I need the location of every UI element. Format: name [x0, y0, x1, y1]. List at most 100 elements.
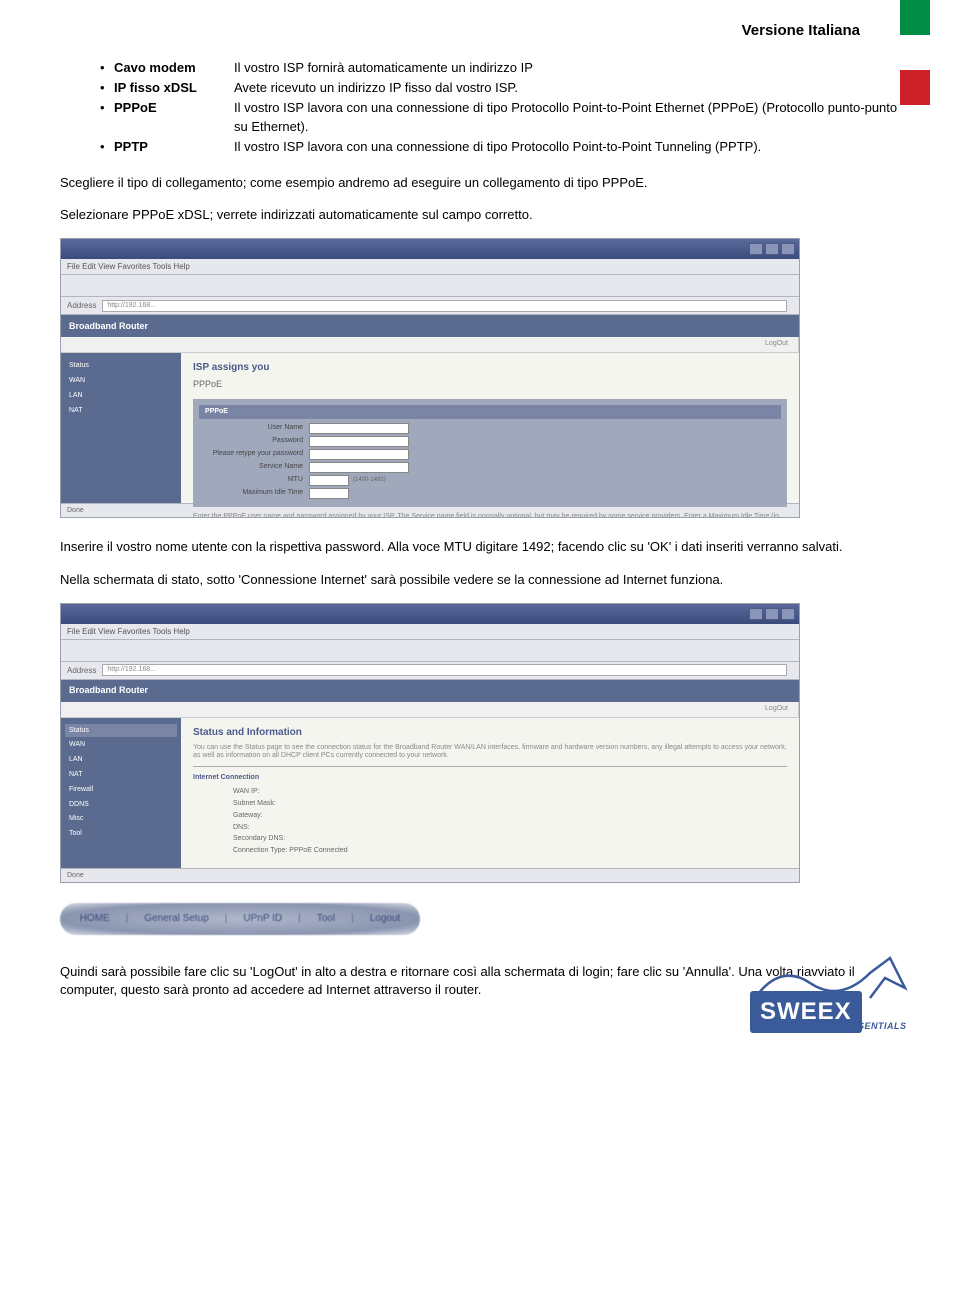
field-service: Service Name — [199, 462, 781, 473]
sidebar-item-nat[interactable]: NAT — [65, 404, 177, 418]
screenshot-pppoe-config: File Edit View Favorites Tools Help Addr… — [60, 238, 800, 518]
sidebar-item-lan[interactable]: LAN — [65, 389, 177, 403]
wan-heading: ISP assigns you — [193, 361, 787, 375]
bullet-icon: • — [100, 99, 114, 135]
sidebar-item-misc[interactable]: Misc — [65, 812, 177, 826]
router-sidebar: Status WAN LAN NAT — [61, 353, 181, 503]
list-item: • PPTP Il vostro ISP lavora con una conn… — [100, 138, 900, 156]
browser-menubar: File Edit View Favorites Tools Help — [61, 259, 799, 275]
mtu-input[interactable] — [309, 475, 349, 486]
connection-types-list: • Cavo modem Il vostro ISP fornirà autom… — [100, 59, 900, 156]
term: PPPoE — [114, 99, 234, 135]
router-header: Broadband Router — [61, 315, 799, 337]
field-username: User Name — [199, 423, 781, 434]
nav-logout[interactable]: Logout — [366, 912, 405, 926]
bullet-icon: • — [100, 59, 114, 77]
browser-statusbar: Done — [61, 868, 799, 883]
logo-tagline: ESSENTIALS — [845, 1020, 907, 1033]
window-titlebar — [61, 604, 799, 624]
flag-green — [900, 0, 930, 35]
nav-home[interactable]: HOME — [76, 912, 114, 926]
status-line: DNS: — [193, 823, 787, 833]
router-main: Status and Information You can use the S… — [181, 718, 799, 868]
browser-addressbar: Address http://192.168... — [61, 662, 799, 680]
router-content: Status WAN LAN NAT Firewall DDNS Misc To… — [61, 718, 799, 868]
close-button[interactable] — [781, 608, 795, 620]
field-idle: Maximum Idle Time — [199, 488, 781, 499]
sweex-logo: SWEEX ESSENTIALS — [750, 953, 930, 1033]
sidebar-item-wan[interactable]: WAN — [65, 738, 177, 752]
logout-link[interactable]: LogOut — [755, 337, 799, 352]
router-nav-pill: HOME| General Setup| UPnP ID| Tool| Logo… — [60, 903, 420, 935]
desc: Avete ricevuto un indirizzo IP fisso dal… — [234, 79, 900, 97]
sidebar-item-status[interactable]: Status — [65, 359, 177, 373]
maximize-button[interactable] — [765, 243, 779, 255]
nav-upnp[interactable]: UPnP ID — [239, 912, 286, 926]
window-titlebar — [61, 239, 799, 259]
minimize-button[interactable] — [749, 243, 763, 255]
router-header: Broadband Router — [61, 680, 799, 702]
divider — [193, 766, 787, 767]
close-button[interactable] — [781, 243, 795, 255]
nav-general[interactable]: General Setup — [140, 912, 213, 926]
flag-red — [900, 70, 930, 105]
sidebar-item-status[interactable]: Status — [65, 724, 177, 738]
term: Cavo modem — [114, 59, 234, 77]
sidebar-item-lan[interactable]: LAN — [65, 753, 177, 767]
status-line: Connection Type: PPPoE Connected — [193, 846, 787, 856]
term: IP fisso xDSL — [114, 79, 234, 97]
sidebar-item-firewall[interactable]: Firewall — [65, 783, 177, 797]
list-item: • IP fisso xDSL Avete ricevuto un indiri… — [100, 79, 900, 97]
sidebar-item-ddns[interactable]: DDNS — [65, 798, 177, 812]
sidebar-item-nat[interactable]: NAT — [65, 768, 177, 782]
field-retype: Please retype your password — [199, 449, 781, 460]
logout-link[interactable]: LogOut — [755, 702, 799, 717]
maximize-button[interactable] — [765, 608, 779, 620]
status-line: Secondary DNS: — [193, 834, 787, 844]
browser-toolbar — [61, 640, 799, 662]
screenshot-status: File Edit View Favorites Tools Help Addr… — [60, 603, 800, 883]
address-input[interactable]: http://192.168... — [102, 300, 787, 312]
status-note: You can use the Status page to see the c… — [193, 744, 787, 761]
status-line: Subnet Mask: — [193, 799, 787, 809]
address-input[interactable]: http://192.168... — [102, 664, 787, 676]
username-input[interactable] — [309, 423, 409, 434]
browser-menubar: File Edit View Favorites Tools Help — [61, 624, 799, 640]
bullet-icon: • — [100, 79, 114, 97]
wan-subheading: PPPoE — [193, 378, 787, 391]
status-heading: Status and Information — [193, 726, 787, 740]
router-main: ISP assigns you PPPoE PPPoE User Name Pa… — [181, 353, 799, 503]
italian-flag — [900, 0, 930, 105]
nav-tool[interactable]: Tool — [313, 912, 339, 926]
retype-input[interactable] — [309, 449, 409, 460]
paragraph-enter-credentials: Inserire il vostro nome utente con la ri… — [60, 538, 900, 556]
list-item: • PPPoE Il vostro ISP lavora con una con… — [100, 99, 900, 135]
page-header: Versione Italiana — [60, 20, 900, 41]
router-logout-bar: LogOut — [61, 702, 799, 718]
minimize-button[interactable] — [749, 608, 763, 620]
field-mtu: MTU(1400-1492) — [199, 475, 781, 486]
section-header: Internet Connection — [193, 773, 787, 783]
desc: Il vostro ISP lavora con una connessione… — [234, 138, 900, 156]
sidebar-item-wan[interactable]: WAN — [65, 374, 177, 388]
panel-header: PPPoE — [199, 405, 781, 419]
bullet-icon: • — [100, 138, 114, 156]
idle-input[interactable] — [309, 488, 349, 499]
paragraph-choose-type: Scegliere il tipo di collegamento; come … — [60, 174, 900, 192]
desc: Il vostro ISP lavora con una connessione… — [234, 99, 900, 135]
sidebar-item-tool[interactable]: Tool — [65, 827, 177, 841]
paragraph-status-check: Nella schermata di stato, sotto 'Conness… — [60, 571, 900, 589]
router-content: Status WAN LAN NAT ISP assigns you PPPoE… — [61, 353, 799, 503]
browser-toolbar — [61, 275, 799, 297]
status-line: WAN IP: — [193, 787, 787, 797]
router-sidebar: Status WAN LAN NAT Firewall DDNS Misc To… — [61, 718, 181, 868]
status-line: Gateway: — [193, 811, 787, 821]
router-logout-bar: LogOut — [61, 337, 799, 353]
mtu-hint: (1400-1492) — [353, 476, 386, 484]
desc: Il vostro ISP fornirà automaticamente un… — [234, 59, 900, 77]
pppoe-panel: PPPoE User Name Password Please retype y… — [193, 399, 787, 507]
flag-white — [900, 35, 930, 70]
paragraph-select-pppoe: Selezionare PPPoE xDSL; verrete indirizz… — [60, 206, 900, 224]
service-input[interactable] — [309, 462, 409, 473]
password-input[interactable] — [309, 436, 409, 447]
